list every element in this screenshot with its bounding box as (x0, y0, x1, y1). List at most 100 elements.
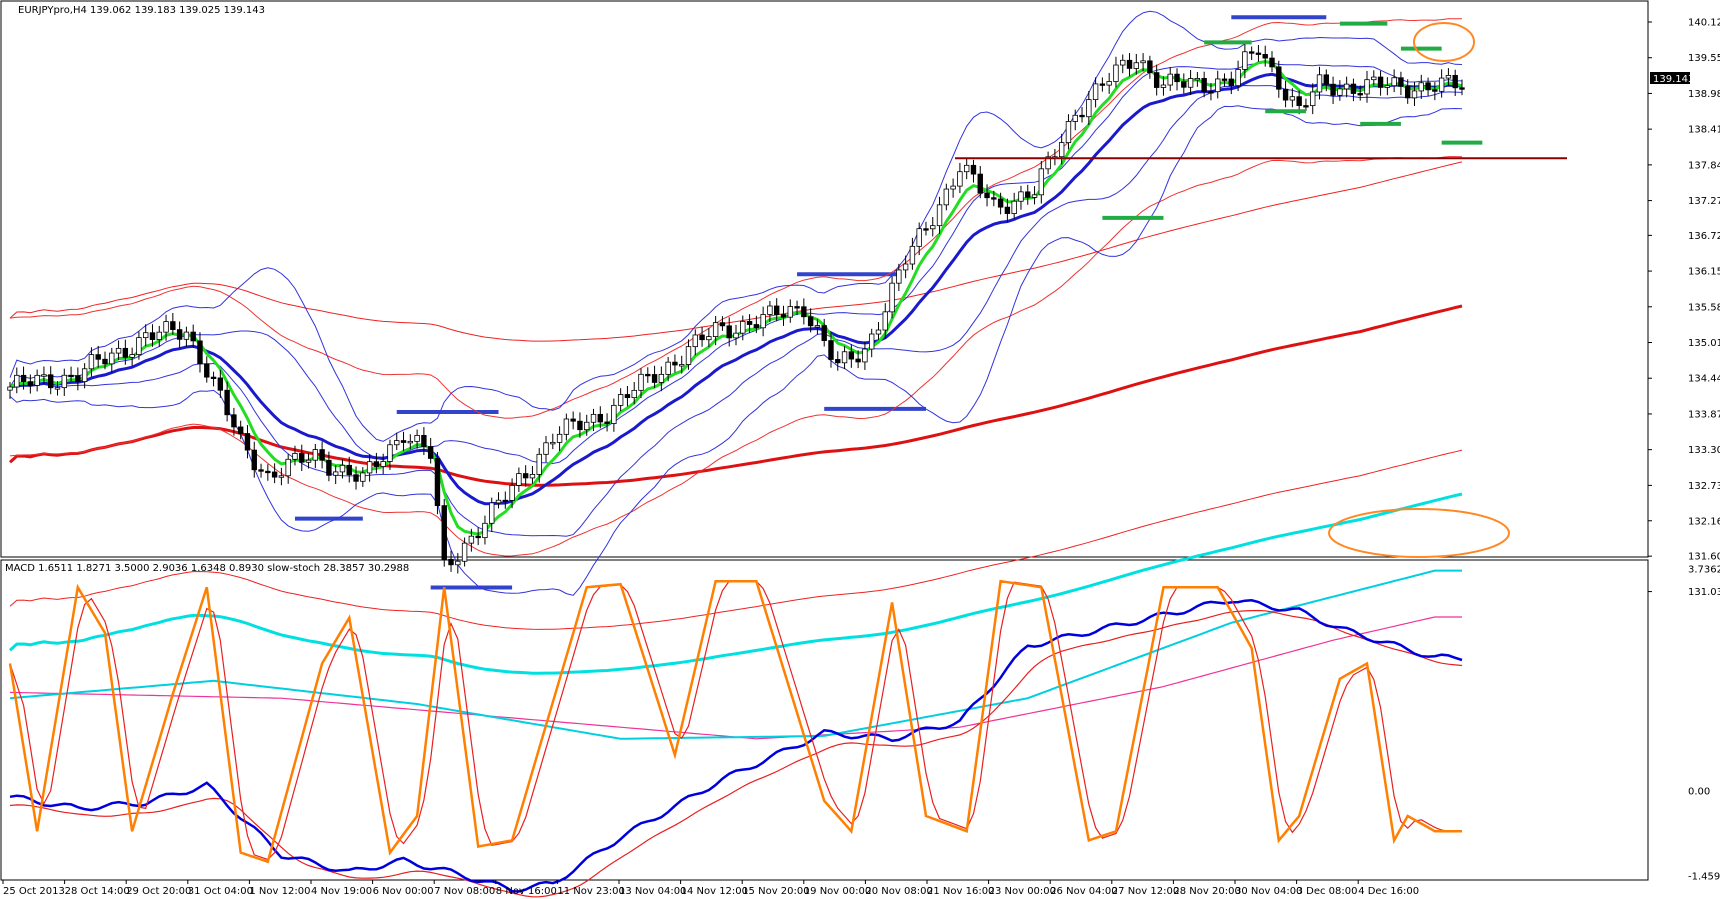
candle-body (115, 347, 122, 354)
candle-body (1031, 194, 1038, 198)
candle-body (1153, 72, 1160, 88)
candle-body (292, 453, 298, 460)
candle-body (197, 340, 203, 365)
candle-body (299, 453, 305, 463)
candle-body (414, 435, 420, 442)
candle-body (855, 358, 861, 363)
candle-body (1343, 83, 1350, 90)
candle-body (746, 320, 753, 325)
candle-body (1079, 114, 1085, 118)
candle-body (217, 377, 224, 391)
macd-signal-line (9, 609, 1463, 898)
candle-body (360, 472, 366, 482)
time-tick-label: 26 Nov 04:00 (1050, 886, 1117, 897)
candle-body (1187, 78, 1194, 88)
candle-body (930, 225, 936, 230)
candle-body (984, 192, 990, 199)
time-tick-label: 15 Nov 20:00 (742, 886, 809, 897)
cyan-line (9, 569, 1462, 740)
time-tick-label: 25 Oct 2013 (3, 886, 65, 897)
candle-body (183, 331, 190, 340)
candle-body (1025, 191, 1031, 198)
candle-body (699, 334, 705, 341)
candle-body (210, 376, 217, 380)
candle-body (109, 352, 115, 365)
candle-body (346, 464, 352, 476)
candle-body (1411, 90, 1418, 99)
candle-body (679, 364, 685, 367)
candle-body (1215, 78, 1221, 93)
candle-body (258, 469, 264, 472)
sma-cyan (8, 492, 1463, 675)
candle-body (753, 324, 760, 329)
candle-body (387, 444, 393, 462)
candle-body (7, 386, 13, 391)
candle-body (278, 475, 285, 478)
candle-body (522, 473, 529, 479)
main-header: EURJPYpro,H4 139.062 139.183 139.025 139… (18, 5, 265, 16)
candle-body (1045, 156, 1051, 170)
candle-body (251, 449, 257, 471)
candle-body (1120, 59, 1126, 66)
candle-body (1086, 99, 1092, 118)
candle-body (957, 171, 963, 187)
candle-body (821, 325, 827, 342)
candle-body (88, 354, 95, 370)
candle-body (624, 394, 631, 399)
price-tick-label: 136.720 (1688, 231, 1720, 242)
candle-body (862, 348, 868, 363)
candle-body (1276, 66, 1282, 90)
candle-body (712, 322, 719, 337)
candle-body (875, 329, 882, 335)
candle-body (271, 471, 278, 478)
candle-body (224, 389, 230, 416)
candle-body (706, 336, 712, 341)
candle-body (204, 363, 210, 378)
candle-body (20, 374, 27, 383)
candle-body (1018, 191, 1024, 202)
candle-body (916, 228, 922, 247)
candle-body (495, 499, 502, 504)
candle-body (400, 440, 407, 443)
candle-body (1140, 60, 1146, 64)
candle-body (1391, 77, 1397, 87)
candle-body (1133, 62, 1140, 69)
sub-header: MACD 1.6511 1.8271 3.5000 2.9036 1.6348 … (5, 563, 409, 574)
price-tick-label: 140.125 (1688, 18, 1720, 29)
time-tick-label: 7 Nov 08:00 (434, 886, 495, 897)
candle-body (509, 484, 515, 501)
price-tick-label: 135.010 (1688, 338, 1720, 349)
candle-body (489, 502, 495, 524)
candle-body (75, 375, 81, 383)
candle-body (835, 359, 841, 364)
candle-body (726, 325, 732, 339)
candle-body (427, 446, 434, 459)
candle-body (244, 433, 251, 451)
candle-body (658, 373, 665, 383)
sub-tick-label: 3.7362 (1688, 565, 1720, 576)
candle-body (536, 453, 542, 475)
candle-body (1398, 77, 1404, 87)
candle-body (149, 332, 156, 340)
candle-body (81, 368, 88, 383)
candle-body (190, 331, 196, 342)
candle-body (380, 461, 386, 467)
price-tick-label: 134.440 (1688, 374, 1720, 385)
candle-body (1282, 88, 1289, 101)
candle-body (1194, 78, 1201, 81)
price-tick-label: 137.275 (1688, 196, 1720, 207)
candle-body (787, 306, 793, 318)
current-price-label: 139.143 (1653, 74, 1694, 85)
candle-body (1106, 81, 1112, 86)
candle-body (1248, 51, 1255, 54)
time-tick-label: 6 Nov 00:00 (373, 886, 434, 897)
candle-body (95, 354, 101, 360)
price-tick-label: 131.600 (1688, 552, 1720, 563)
sub-axis: 3.7362 0.00 -1.4594 (1688, 565, 1720, 883)
candle-body (332, 471, 339, 476)
candle-body (1330, 83, 1336, 96)
orange-circle-lower (1328, 508, 1510, 558)
candle-body (896, 269, 902, 284)
candle-body (801, 306, 807, 318)
time-tick-label: 27 Nov 12:00 (1112, 886, 1179, 897)
